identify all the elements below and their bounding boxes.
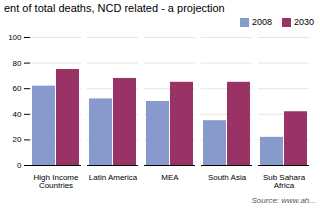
svg-text:Sub SaharaAfrica: Sub SaharaAfrica [263, 173, 306, 190]
html-text:ent of total deaths, NCD relat: ent of total deaths, NCD related - a pro… [4, 2, 225, 14]
svg-text:Latin America: Latin America [89, 173, 138, 182]
html-text:Source: www.ah...: Source: www.ah... [251, 196, 316, 205]
svg-text:20: 20 [13, 135, 22, 144]
svg-text:MEA: MEA [161, 173, 179, 182]
svg-text:40: 40 [13, 110, 22, 119]
svg-text:60: 60 [13, 84, 22, 93]
html-text:2008: 2008 [251, 17, 272, 27]
svg-text:High IncomeCountries: High IncomeCountries [34, 173, 79, 190]
svg-text:80: 80 [13, 59, 22, 68]
svg-text:100: 100 [8, 33, 22, 42]
svg-text:South Asia: South Asia [208, 173, 247, 182]
svg-text:0: 0 [17, 161, 22, 170]
html-text:2030: 2030 [294, 17, 314, 27]
